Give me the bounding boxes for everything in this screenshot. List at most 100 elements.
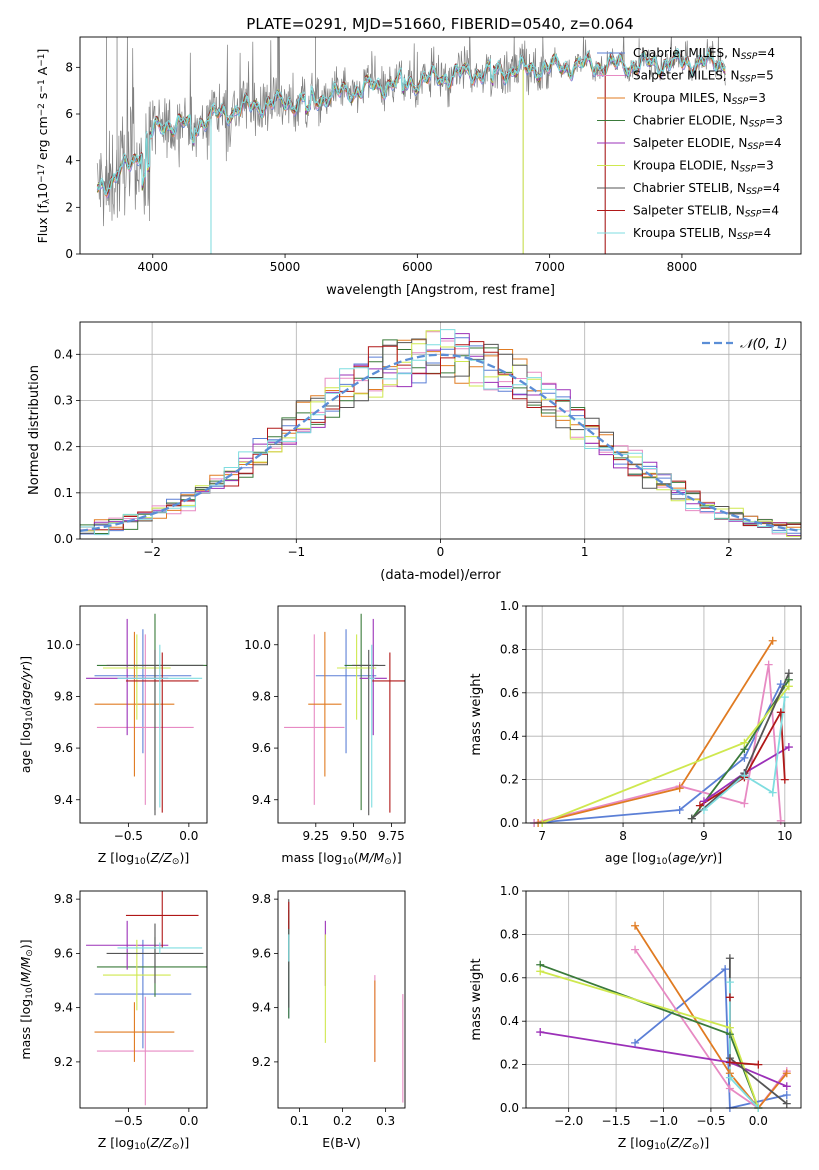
y-tick-label: 0.0	[500, 1101, 519, 1115]
marker-plus	[776, 680, 785, 689]
legend-entry: Chabrier MILES, NSSP=4	[633, 46, 775, 62]
marker-plus	[784, 682, 793, 691]
y-tick-label: 0.4	[500, 729, 519, 743]
marker-plus	[725, 1058, 734, 1067]
model-spectrum	[96, 50, 726, 191]
y-axis-label: mass weight	[469, 673, 484, 755]
y-tick-label: 9.8	[54, 892, 73, 906]
legend-entry: Salpeter MILES, NSSP=5	[633, 69, 774, 85]
axes-frame	[79, 605, 208, 824]
label-part: (	[667, 850, 672, 865]
label-part: (	[146, 850, 151, 865]
label-part: mass [log	[281, 850, 342, 865]
y-tick-label: 9.8	[54, 689, 73, 703]
label-part: M/M	[359, 850, 385, 865]
marker-plus	[721, 965, 730, 974]
y-tick-label: 9.2	[252, 1055, 271, 1069]
label-part: Kroupa STELIB,	[633, 226, 728, 240]
marker-plus	[699, 805, 708, 814]
x-axis-label: wavelength [Angstrom, rest frame]	[326, 283, 555, 298]
plot-area	[288, 899, 404, 1103]
figure-title: PLATE=0291, MJD=51660, FIBERID=0540, z=0…	[246, 15, 633, 33]
marker-plus	[675, 784, 684, 793]
label-part: 10	[134, 1142, 146, 1152]
legend-entry: Kroupa ELODIE, NSSP=3	[633, 159, 774, 175]
label-part: )]	[18, 656, 33, 666]
label-part: SSP	[747, 142, 764, 152]
marker-plus	[725, 1084, 734, 1093]
label-part: N	[738, 136, 747, 150]
x-tick-label: 4000	[137, 260, 168, 274]
marker-plus	[631, 921, 640, 930]
label-part: SSP	[749, 120, 766, 130]
y-tick-label: 0	[65, 247, 73, 261]
x-tick-label: −0.5	[696, 1114, 725, 1128]
label-part: −1	[37, 79, 47, 92]
label-part: SSP	[737, 232, 754, 242]
x-tick-label: 1	[581, 545, 589, 559]
label-part: N	[740, 114, 749, 128]
label-part: Z/Z	[670, 1135, 693, 1150]
x-tick-label: 6000	[402, 260, 433, 274]
marker-plus	[784, 669, 793, 678]
y-axis-label: Normed distribution	[27, 365, 42, 495]
x-tick-label: 0.1	[290, 1114, 309, 1128]
y-tick-label: 0.6	[500, 971, 519, 985]
x-tick-label: −0.5	[114, 1114, 143, 1128]
y-tick-label: 9.8	[252, 689, 271, 703]
label-part: erg cm	[35, 116, 50, 164]
label-part: )]	[179, 850, 189, 865]
label-part: N	[731, 69, 740, 83]
y-tick-label: 9.6	[252, 946, 271, 960]
x-axis-label: Z [log10(Z/Z⊙)]	[98, 1135, 189, 1152]
label-part: Chabrier STELIB,	[633, 181, 737, 195]
y-tick-label: 9.4	[54, 1001, 73, 1015]
y-tick-label: 0.8	[500, 642, 519, 656]
label-part: SSP	[740, 75, 757, 85]
label-part: N	[723, 91, 732, 105]
label-part: )]	[712, 850, 722, 865]
marker-plus	[780, 693, 789, 702]
marker-plus	[695, 801, 704, 810]
chart-spectrum: 4000 5000 6000 7000 8000 0 2 4 6 8 wavelength [Ang…	[35, 36, 802, 298]
x-tick-label: 0.0	[179, 829, 198, 843]
label-part: =4	[761, 204, 779, 218]
label-part: =4	[753, 226, 771, 240]
y-tick-label: 0.1	[54, 486, 73, 500]
y-tick-label: 9.6	[54, 741, 73, 755]
x-axis-label: E(B-V)	[322, 1135, 361, 1150]
x-axis-label: age [log10(age/yr)]	[605, 850, 722, 867]
label-part: =4	[757, 46, 775, 60]
label-part: SSP	[741, 52, 758, 62]
data-spectrum	[96, 37, 726, 227]
mass-weight-series	[699, 709, 786, 807]
mass-weight-series	[634, 925, 788, 1108]
y-tick-label: 0.2	[500, 1058, 519, 1072]
label-part: Salpeter ELODIE,	[633, 136, 738, 150]
marker-plus	[776, 816, 785, 825]
model-spectrum-top	[96, 49, 726, 196]
x-tick-label: −1.0	[649, 1114, 678, 1128]
label-part: N	[732, 46, 741, 60]
label-part: N	[736, 204, 745, 218]
marker-plus	[740, 738, 749, 747]
y-tick-label: 9.6	[252, 741, 271, 755]
plot-area	[96, 37, 726, 254]
label-part: −17	[37, 164, 47, 183]
axes-frame	[79, 321, 802, 540]
plot-area	[284, 613, 405, 816]
label-part: 10	[25, 987, 35, 999]
mass-weight-series	[634, 967, 788, 1108]
x-tick-label: −1	[287, 545, 305, 559]
label-part: SSP	[745, 210, 762, 220]
legend-entry: Kroupa MILES, NSSP=3	[633, 91, 766, 107]
axes-frame	[79, 36, 802, 255]
marker-plus	[782, 1082, 791, 1091]
y-tick-label: 0.3	[54, 393, 73, 407]
label-part: )]	[392, 850, 402, 865]
y-tick-label: 9.4	[252, 1001, 271, 1015]
x-tick-label: 0.3	[376, 1114, 395, 1128]
legend-entry: Salpeter ELODIE, NSSP=4	[633, 136, 782, 152]
marker-plus	[725, 993, 734, 1002]
label-part: Kroupa ELODIE,	[633, 159, 731, 173]
